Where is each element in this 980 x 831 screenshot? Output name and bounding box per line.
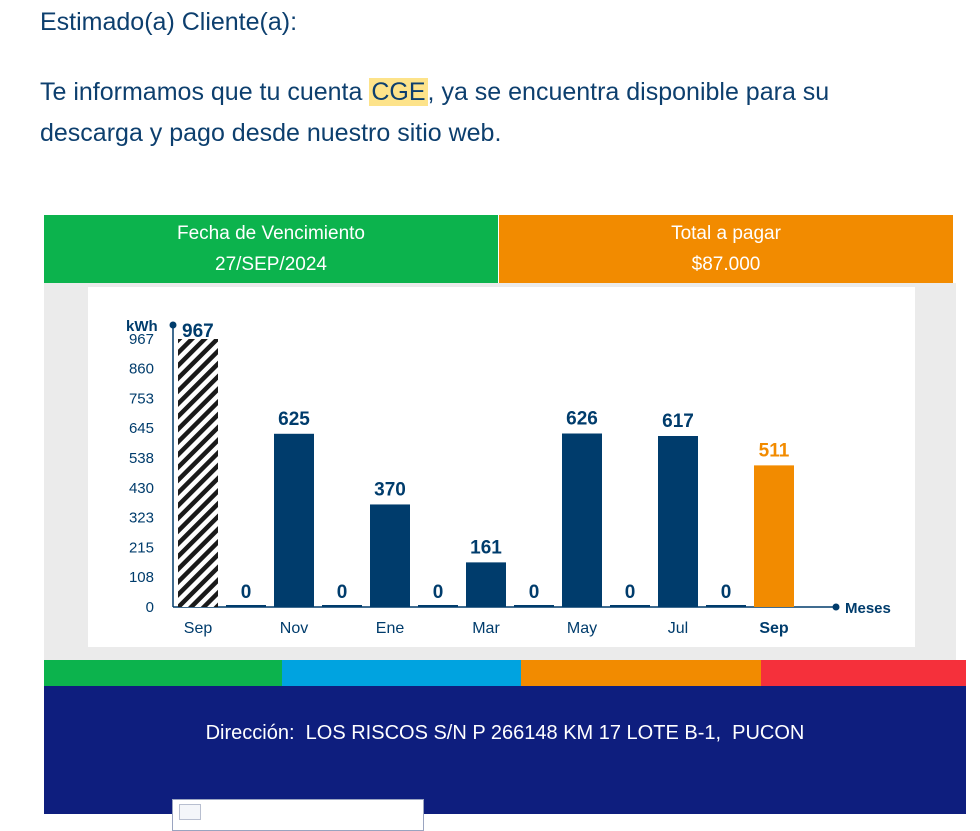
intro-text-before: Te informamos que tu cuenta [40,78,370,106]
x-axis-marker [832,603,840,611]
y-tick-label: 538 [129,450,154,467]
x-axis-label: Meses [845,600,891,617]
bar [514,605,554,607]
top-value-marker: 967 [182,321,214,342]
bar-value-label: 0 [241,582,252,603]
consumption-chart-svg: kWh 967Meses9678607536455384303232151080S… [126,318,891,637]
bar-value-label: 0 [337,582,348,603]
address-value: LOS RISCOS S/N P 266148 KM 17 LOTE B-1, … [305,722,805,744]
highlighted-brand: CGE [369,78,428,106]
x-tick-label: Sep [759,620,789,637]
broken-image-icon [179,804,201,820]
y-tick-label: 967 [129,331,154,348]
bar-value-label: 161 [470,537,502,558]
y-axis-marker [169,321,177,329]
consumption-chart-frame: kWh 967 Meses 967 860 753 645 538 430 323 215 108 0 S… [44,283,956,660]
payment-summary: Fecha de Vencimiento 27/SEP/2024 Total a… [44,215,953,283]
y-tick-label: 860 [129,361,154,378]
y-axis-unit-label: kWh [126,318,158,335]
x-tick-label: May [567,620,597,637]
bar-value-label: 0 [529,582,540,603]
y-tick-label: 645 [129,420,154,437]
bar-value-label: 0 [625,582,636,603]
stripe-segment [521,660,761,686]
y-tick-label: 430 [129,480,154,497]
y-tick-label: 215 [129,539,154,556]
bar [754,465,794,607]
total-value: $87.000 [691,254,761,275]
bar-value-label: 617 [662,411,694,432]
stripe-segment [44,660,282,686]
footer-image[interactable] [172,799,424,831]
address-line: Dirección: LOS RISCOS S/N P 266148 KM 17… [44,722,966,745]
stripe-segment [761,660,966,686]
address-label: Dirección: [205,722,295,744]
greeting: Estimado(a) Cliente(a): [40,8,298,36]
x-tick-label: Mar [472,620,500,637]
bar [562,433,602,607]
bar-value-label: 511 [759,440,790,461]
bar [274,433,314,607]
bar-value-label: 0 [721,582,732,603]
bar-value-label: 0 [433,582,444,603]
bar [418,605,458,607]
x-tick-label: Jul [668,620,688,637]
consumption-chart: kWh 967 Meses 967 860 753 645 538 430 323 215 108 0 S… [88,287,915,647]
bar [226,605,266,607]
intro-text-after: , ya se encuentra disponible para su des… [40,78,830,147]
x-tick-label: Nov [280,620,308,637]
total-box: Total a pagar $87.000 [499,215,953,283]
bar [706,605,746,607]
due-date-box: Fecha de Vencimiento 27/SEP/2024 [44,215,499,283]
bar [178,339,218,607]
bar [610,605,650,607]
intro-message: Te informamos que tu cuenta CGE, ya se e… [40,72,900,154]
y-tick-label: 323 [129,509,154,526]
bar [322,605,362,607]
bar-value-label: 625 [278,409,310,430]
footer-panel: Dirección: LOS RISCOS S/N P 266148 KM 17… [44,686,966,831]
bar [466,562,506,607]
due-date-value: 27/SEP/2024 [215,254,327,275]
y-tick-label: 0 [146,599,154,616]
total-label: Total a pagar [671,223,781,244]
bar [658,436,698,607]
y-tick-label: 108 [129,569,154,586]
x-tick-label: Ene [376,620,405,637]
due-date-label: Fecha de Vencimiento [176,223,365,244]
bar [370,504,410,607]
stripe-segment [282,660,521,686]
y-tick-label: 753 [129,390,154,407]
bar-value-label: 370 [374,479,406,500]
bar-value-label: 626 [566,409,598,430]
x-tick-label: Sep [184,620,213,637]
